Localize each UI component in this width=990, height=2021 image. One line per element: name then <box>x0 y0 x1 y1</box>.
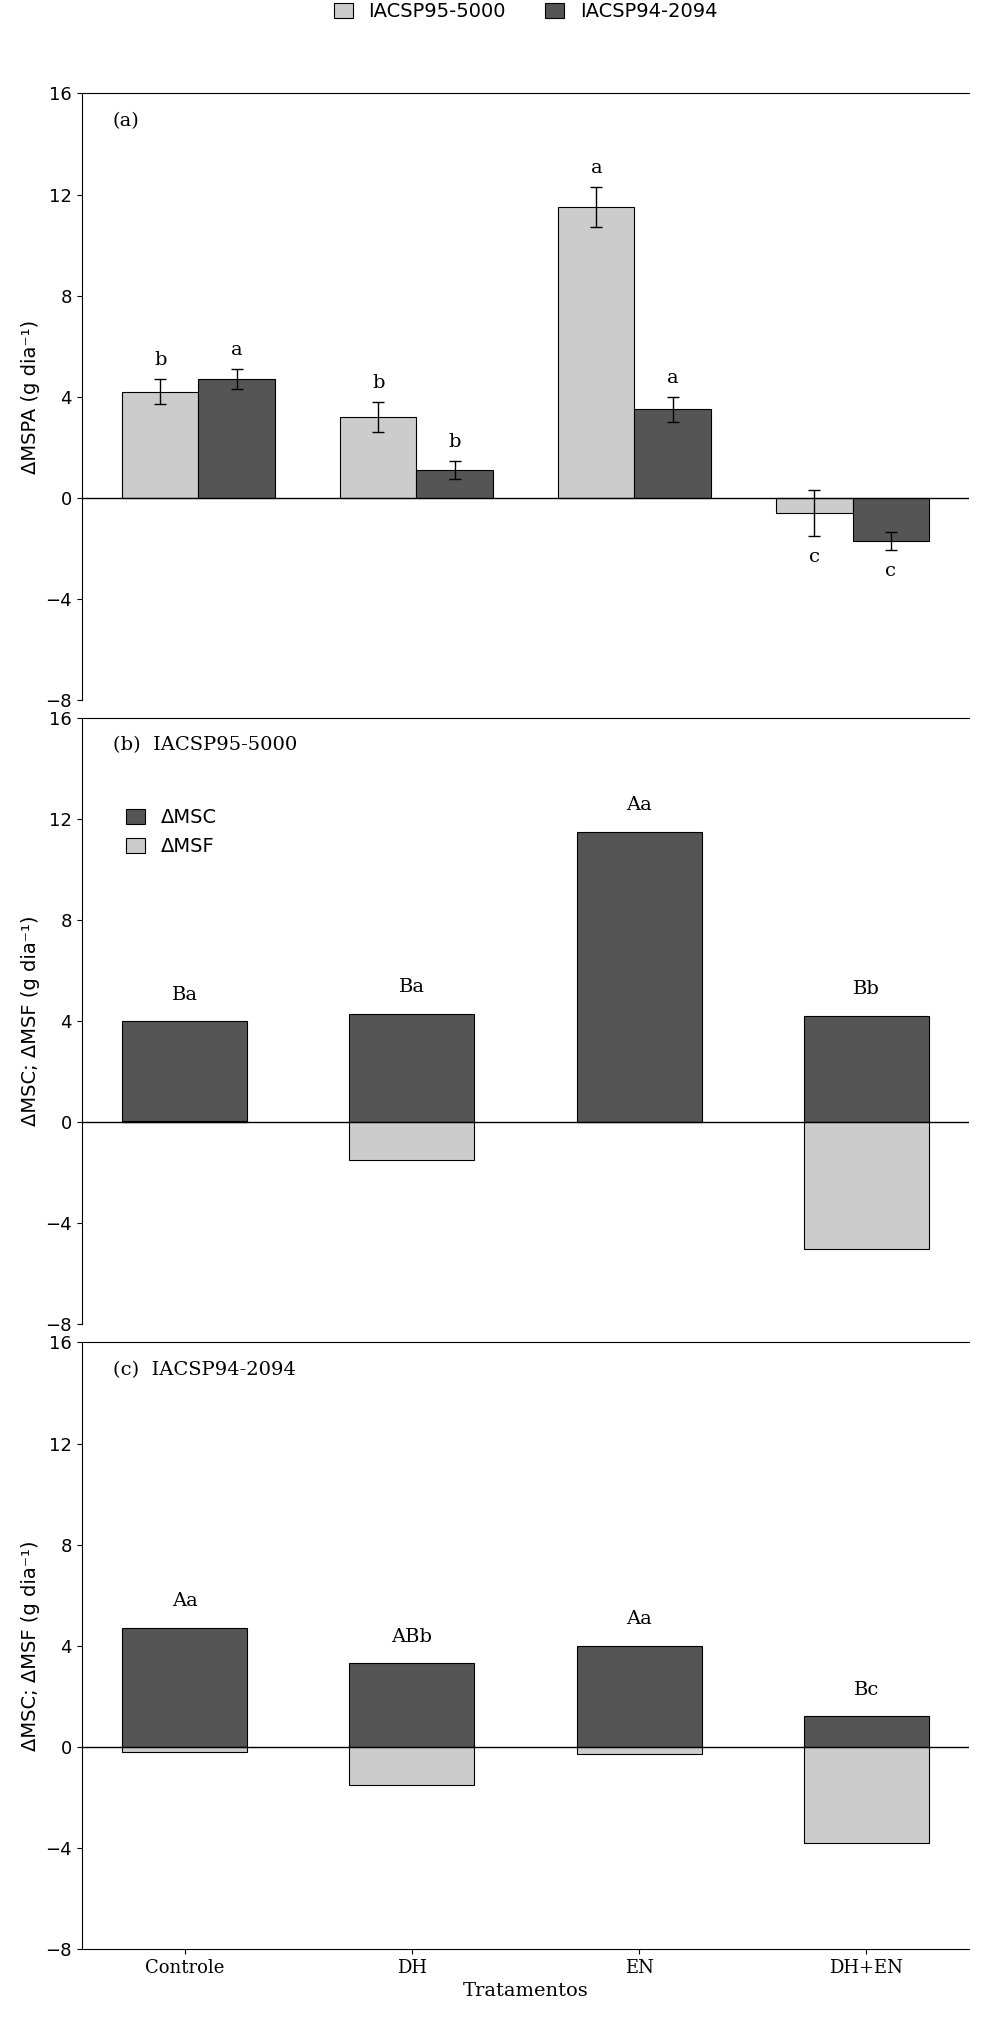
Text: b: b <box>448 432 460 451</box>
Bar <box>804 1017 929 1122</box>
Bar <box>804 1122 929 1249</box>
Y-axis label: ΔMSC; ΔMSF (g dia⁻¹): ΔMSC; ΔMSF (g dia⁻¹) <box>21 1540 40 1750</box>
Text: Ba: Ba <box>171 986 198 1004</box>
Bar <box>576 1645 702 1746</box>
Text: (a): (a) <box>113 111 140 129</box>
Text: b: b <box>372 374 384 392</box>
Bar <box>349 1663 474 1746</box>
Text: ABb: ABb <box>391 1627 433 1645</box>
Bar <box>349 1015 474 1122</box>
Text: a: a <box>590 160 602 178</box>
Bar <box>558 208 635 497</box>
Bar <box>122 392 198 497</box>
Legend: ΔMSC, ΔMSF: ΔMSC, ΔMSF <box>118 800 225 863</box>
Bar <box>349 1122 474 1160</box>
X-axis label: Tratamentos: Tratamentos <box>462 1983 588 2001</box>
Bar <box>804 1716 929 1746</box>
Text: a: a <box>231 342 243 360</box>
Bar <box>198 380 274 497</box>
Bar <box>776 497 852 513</box>
Text: Bc: Bc <box>853 1681 879 1700</box>
Bar <box>349 1746 474 1785</box>
Bar <box>576 833 702 1122</box>
Legend: IACSP95-5000, IACSP94-2094: IACSP95-5000, IACSP94-2094 <box>326 0 725 28</box>
Text: Ba: Ba <box>399 978 425 996</box>
Text: (c)  IACSP94-2094: (c) IACSP94-2094 <box>113 1360 296 1378</box>
Bar <box>122 1746 248 1752</box>
Bar <box>341 416 417 497</box>
Text: a: a <box>667 368 678 386</box>
Text: Bb: Bb <box>853 980 880 998</box>
Bar <box>417 471 493 497</box>
Text: c: c <box>809 548 820 566</box>
Text: Aa: Aa <box>627 796 652 814</box>
Bar <box>804 1746 929 1843</box>
Y-axis label: ΔMSC; ΔMSF (g dia⁻¹): ΔMSC; ΔMSF (g dia⁻¹) <box>21 916 40 1126</box>
Text: Aa: Aa <box>627 1611 652 1629</box>
Bar <box>635 410 711 497</box>
Text: c: c <box>885 562 896 580</box>
Y-axis label: ΔMSPA (g dia⁻¹): ΔMSPA (g dia⁻¹) <box>21 319 40 473</box>
Bar <box>122 1629 248 1746</box>
Bar <box>852 497 929 542</box>
Text: (b)  IACSP95-5000: (b) IACSP95-5000 <box>113 736 297 754</box>
Text: b: b <box>154 352 166 370</box>
Text: Aa: Aa <box>171 1593 197 1611</box>
Bar <box>576 1746 702 1754</box>
Bar <box>122 1021 248 1122</box>
